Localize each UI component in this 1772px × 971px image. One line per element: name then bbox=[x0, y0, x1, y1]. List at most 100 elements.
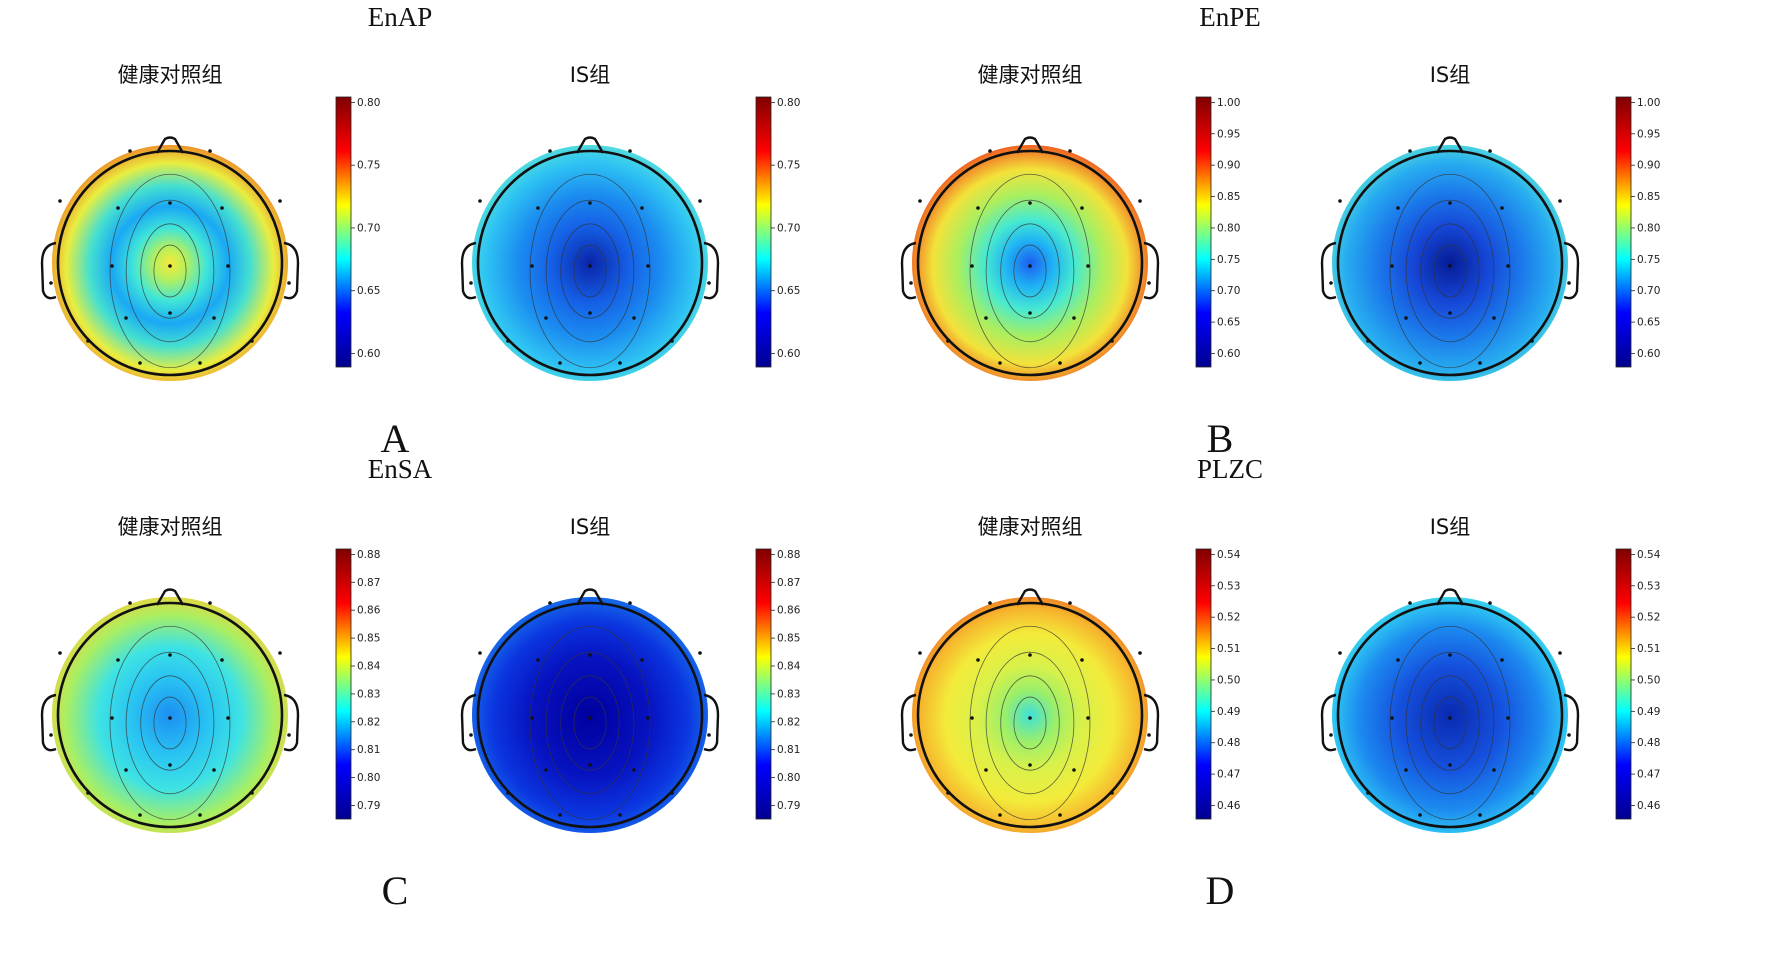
colorbar-tick-label: 0.48 bbox=[1217, 737, 1240, 749]
electrode-dot bbox=[138, 813, 142, 817]
electrode-dot bbox=[976, 658, 980, 662]
contour-line bbox=[1405, 199, 1495, 343]
electrode-dot bbox=[1478, 361, 1482, 365]
electrode-dot bbox=[138, 361, 142, 365]
colorbar-tick-label: 0.70 bbox=[777, 222, 800, 234]
contour-line bbox=[573, 696, 607, 750]
electrode-dot bbox=[168, 716, 172, 720]
colorbar-tick-label: 0.84 bbox=[357, 661, 381, 673]
electrode-dot bbox=[632, 768, 636, 772]
colorbar-tick-label: 0.80 bbox=[357, 772, 380, 784]
left-ear-outline bbox=[900, 241, 917, 300]
contour-line bbox=[140, 675, 200, 771]
electrode-dot bbox=[478, 651, 482, 655]
colorbar-tick-label: 0.81 bbox=[777, 744, 800, 756]
electrode-dot bbox=[640, 658, 644, 662]
electrode-dot bbox=[558, 361, 562, 365]
colorbar-bar bbox=[755, 96, 772, 368]
colorbar-tick-label: 0.75 bbox=[777, 160, 800, 172]
colorbar-tick-label: 0.49 bbox=[1217, 706, 1240, 718]
electrode-dot bbox=[970, 716, 974, 720]
colorbar-tick-label: 0.79 bbox=[357, 800, 380, 812]
group-title: 健康对照组 bbox=[117, 515, 223, 539]
electrode-dot bbox=[220, 658, 224, 662]
contour-line bbox=[1000, 675, 1060, 771]
electrode-dot bbox=[988, 149, 992, 153]
electrode-dot bbox=[946, 791, 950, 795]
electrode-dot bbox=[124, 768, 128, 772]
electrode-dot bbox=[198, 361, 202, 365]
electrode-dot bbox=[544, 316, 548, 320]
colorbar-tick-label: 0.85 bbox=[1217, 191, 1240, 203]
group-title: IS组 bbox=[569, 63, 611, 87]
contour-line bbox=[573, 244, 607, 298]
electrode-dot bbox=[1028, 653, 1032, 657]
electrode-dot bbox=[208, 149, 212, 153]
contour-line bbox=[529, 173, 651, 369]
group-title: 健康对照组 bbox=[977, 515, 1083, 539]
contour-line bbox=[985, 651, 1075, 795]
electrode-dot bbox=[588, 763, 592, 767]
panel-letter: A bbox=[380, 416, 410, 461]
panel-b: EnPE 健康对照组 1.00 0.95 0.90 0.85 0.80 0.75 0.70 0… bbox=[860, 0, 1720, 470]
electrode-dot bbox=[1338, 199, 1342, 203]
electrode-dot bbox=[1028, 763, 1032, 767]
measure-title: EnPE bbox=[1199, 2, 1261, 32]
electrode-dot bbox=[124, 316, 128, 320]
head-topography bbox=[40, 588, 300, 833]
left-ear-outline bbox=[460, 693, 477, 752]
colorbar: 0.88 0.87 0.86 0.85 0.84 0.83 0.82 0.81 0.80 0.79 bbox=[335, 548, 381, 820]
head-topography bbox=[1320, 588, 1580, 833]
topomap: IS组 1.00 0.95 0.90 0.85 0.80 0.75 0.70 0.65 0.60 bbox=[1280, 55, 1700, 415]
electrode-dot bbox=[1488, 149, 1492, 153]
colorbar-tick-label: 0.65 bbox=[357, 285, 380, 297]
colorbar: 0.54 0.53 0.52 0.51 0.50 0.49 0.48 0.47 0.46 bbox=[1615, 548, 1661, 820]
electrode-dot bbox=[984, 316, 988, 320]
electrode-dot bbox=[707, 281, 711, 285]
electrode-dot bbox=[1086, 716, 1090, 720]
electrode-dot bbox=[536, 206, 540, 210]
colorbar-tick-label: 0.46 bbox=[1217, 800, 1241, 812]
colorbar-tick-label: 0.79 bbox=[777, 800, 800, 812]
electrode-dot bbox=[478, 199, 482, 203]
electrode-dot bbox=[1530, 339, 1534, 343]
electrode-dot bbox=[1500, 658, 1504, 662]
colorbar-tick-label: 0.65 bbox=[1637, 317, 1660, 329]
electrode-dot bbox=[1396, 658, 1400, 662]
scalp-map bbox=[912, 145, 1148, 381]
colorbar: 0.80 0.75 0.70 0.65 0.60 bbox=[755, 96, 800, 368]
colorbar-tick-label: 0.48 bbox=[1637, 737, 1660, 749]
colorbar-tick-label: 0.65 bbox=[777, 285, 800, 297]
electrode-dot bbox=[1072, 768, 1076, 772]
electrode-dot bbox=[588, 264, 592, 268]
colorbar-tick-label: 0.80 bbox=[777, 97, 800, 109]
group-title: IS组 bbox=[1429, 515, 1471, 539]
colorbar-tick-label: 0.75 bbox=[357, 160, 380, 172]
electrode-dot bbox=[918, 199, 922, 203]
contour-line bbox=[109, 625, 231, 821]
scalp-map bbox=[912, 597, 1148, 833]
electrode-dot bbox=[1028, 311, 1032, 315]
electrode-dot bbox=[1448, 264, 1452, 268]
contour-line bbox=[140, 223, 200, 319]
colorbar-tick-label: 0.88 bbox=[777, 549, 800, 561]
contour-line bbox=[153, 696, 187, 750]
colorbar: 0.80 0.75 0.70 0.65 0.60 bbox=[335, 96, 380, 368]
left-ear-outline bbox=[900, 693, 917, 752]
electrode-dot bbox=[1558, 199, 1562, 203]
electrode-dot bbox=[58, 651, 62, 655]
electrode-dot bbox=[212, 768, 216, 772]
head-outline bbox=[476, 601, 704, 829]
colorbar-tick-label: 0.82 bbox=[357, 716, 380, 728]
electrode-dot bbox=[588, 653, 592, 657]
topomap: IS组 0.54 0.53 0.52 0.51 0.50 0.49 0.48 0.47 0.46 bbox=[1280, 507, 1700, 867]
right-ear-outline bbox=[1563, 693, 1580, 752]
head-topography bbox=[40, 136, 300, 381]
nose-outline bbox=[1015, 588, 1045, 606]
right-ear-outline bbox=[703, 241, 720, 300]
colorbar-bar bbox=[1195, 548, 1212, 820]
colorbar-tick-label: 0.46 bbox=[1637, 800, 1661, 812]
electrode-dot bbox=[1080, 658, 1084, 662]
electrode-dot bbox=[506, 791, 510, 795]
colorbar-tick-label: 0.85 bbox=[1637, 191, 1660, 203]
